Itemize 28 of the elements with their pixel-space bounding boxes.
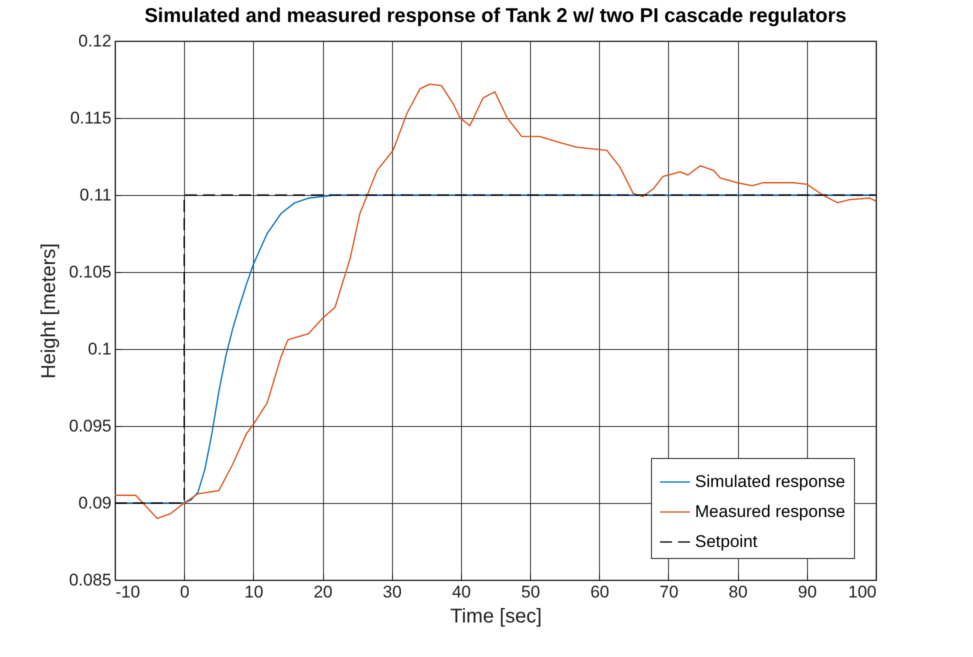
x-tick-label: 30 (382, 582, 402, 602)
x-tick-label: 0 (180, 582, 190, 602)
line-series (115, 194, 876, 504)
x-tick-label: 90 (798, 582, 817, 602)
x-tick-label: 50 (521, 582, 540, 602)
legend-label: Simulated response (695, 472, 846, 491)
y-tick-label: 0.1 (88, 340, 112, 358)
y-tick-label: 0.12 (78, 32, 112, 50)
x-tick-label: 10 (244, 582, 264, 602)
x-tick-label: 70 (659, 582, 678, 602)
y-tick-label: 0.105 (68, 262, 112, 282)
y-tick-label: 0.115 (70, 108, 112, 128)
legend-label: Measured response (695, 502, 846, 521)
x-tick-label: -10 (116, 582, 140, 602)
y-tick-label: 0.085 (68, 570, 112, 590)
line-series (115, 83, 876, 520)
x-tick-label: 20 (314, 582, 333, 602)
x-tick-label: 100 (848, 582, 876, 602)
x-axis-title: Time [sec] (450, 606, 542, 628)
y-axis-title: Height [meters] (38, 243, 60, 379)
x-tick-label: 40 (452, 582, 471, 602)
y-tick-label: 0.09 (78, 494, 112, 512)
x-tick-label: 80 (728, 582, 748, 602)
y-tick-label: 0.11 (80, 186, 112, 204)
chart-title: Simulated and measured response of Tank 2 w/ two PI cascade regulators (144, 5, 847, 27)
legend-label: Setpoint (695, 532, 758, 551)
y-tick-label: 0.095 (68, 416, 112, 436)
x-tick-label: 60 (590, 582, 610, 602)
